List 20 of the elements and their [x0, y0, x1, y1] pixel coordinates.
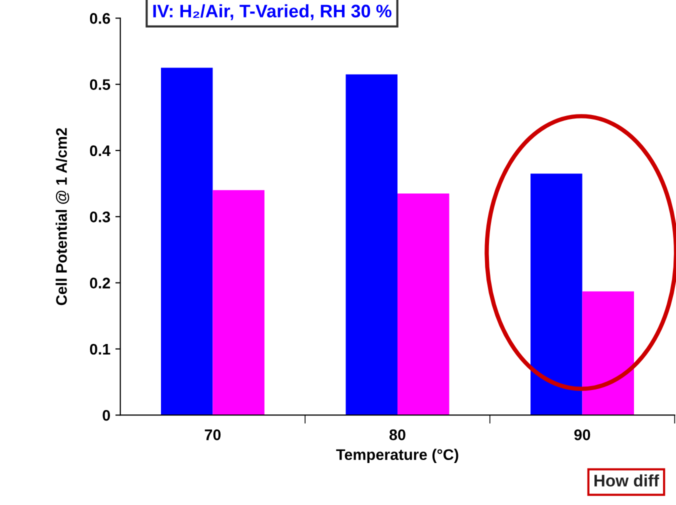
- x-axis-title: Temperature (°C): [336, 448, 458, 464]
- y-tick-label: 0.2: [90, 278, 110, 288]
- bar: [397, 193, 450, 416]
- bar: [530, 174, 582, 416]
- y-tick-label: 0.5: [90, 79, 110, 90]
- bar: [346, 74, 398, 416]
- x-tick-label: 90: [574, 429, 590, 440]
- y-axis-title: Cell Potential @ 1 A/cm2: [56, 128, 70, 306]
- bar: [582, 291, 634, 416]
- x-tick-label: 70: [204, 429, 221, 440]
- y-tick-label: 0.1: [90, 344, 110, 355]
- chart-title: IV: H₂/Air, T-Varied, RH 30 %: [153, 4, 392, 20]
- x-tick-label: 80: [389, 429, 406, 440]
- y-tick-label: 0.3: [90, 212, 110, 222]
- bar: [160, 68, 213, 416]
- text: How diff: [594, 474, 660, 487]
- y-tick-label: 0: [102, 410, 110, 421]
- bar: [212, 190, 264, 416]
- y-tick-label: 0.6: [90, 13, 110, 24]
- y-tick-label: 0.4: [90, 145, 111, 156]
